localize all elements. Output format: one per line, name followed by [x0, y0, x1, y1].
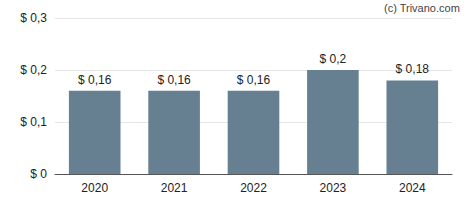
svg-text:$ 0,2: $ 0,2 [20, 63, 47, 77]
svg-text:(c) Trivano.com: (c) Trivano.com [384, 2, 460, 14]
svg-text:$ 0,18: $ 0,18 [396, 62, 430, 76]
svg-text:$ 0,1: $ 0,1 [20, 115, 47, 129]
svg-text:$ 0: $ 0 [30, 167, 47, 181]
svg-text:2020: 2020 [81, 181, 108, 195]
svg-text:2023: 2023 [320, 181, 347, 195]
svg-text:$ 0,3: $ 0,3 [20, 11, 47, 25]
svg-text:2024: 2024 [399, 181, 426, 195]
svg-text:$ 0,16: $ 0,16 [78, 73, 112, 87]
svg-text:$ 0,16: $ 0,16 [157, 73, 191, 87]
svg-text:$ 0,2: $ 0,2 [320, 52, 347, 66]
svg-text:2022: 2022 [240, 181, 267, 195]
svg-text:2021: 2021 [161, 181, 188, 195]
svg-text:$ 0,16: $ 0,16 [237, 73, 271, 87]
